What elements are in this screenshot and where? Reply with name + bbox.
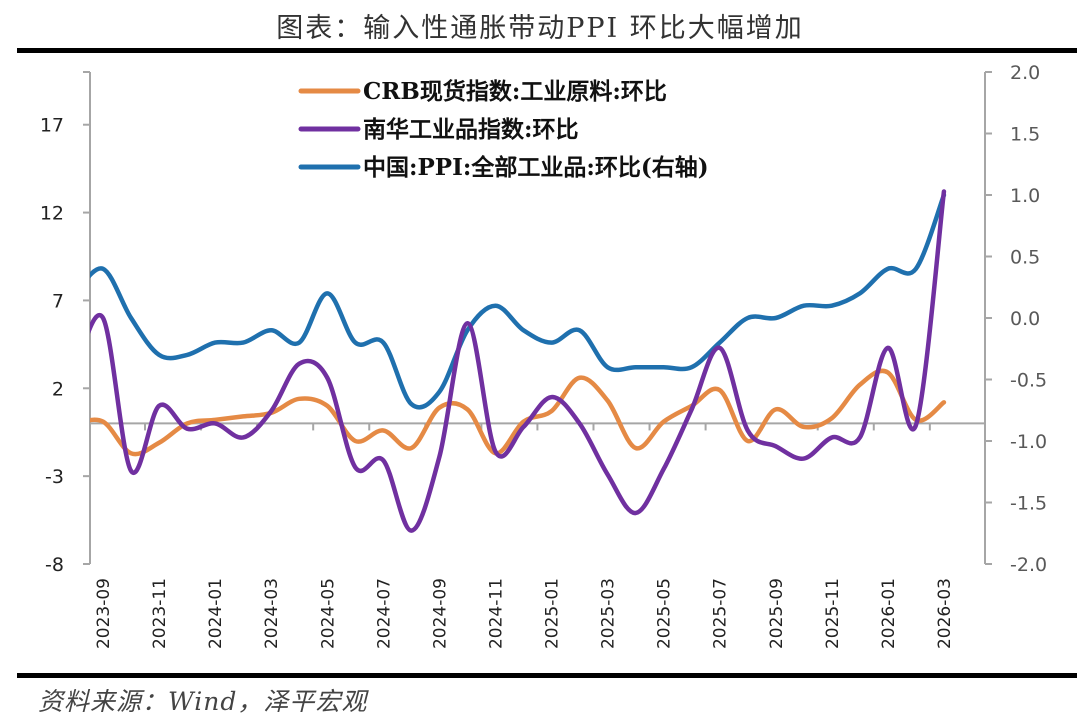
left-axis-tick-label: 7 <box>52 290 64 312</box>
x-axis-tick-label: 2025-03 <box>599 578 619 649</box>
series-line-ppi <box>90 192 947 410</box>
left-axis-tick-label: -3 <box>45 466 64 488</box>
right-axis-tick-label: -2.0 <box>1010 554 1047 576</box>
x-axis-tick-label: 2024-09 <box>430 578 450 649</box>
x-axis-tick-label: 2024-11 <box>486 578 506 649</box>
right-axis-tick-label: 0.5 <box>1010 247 1040 269</box>
x-axis-tick-label: 2024-07 <box>374 578 394 649</box>
left-axis-tick-label: 12 <box>40 203 64 225</box>
right-axis-tick-label: -0.5 <box>1010 370 1047 392</box>
x-axis-tick-label: 2025-07 <box>711 578 731 649</box>
right-axis-tick-label: 2.0 <box>1010 62 1040 84</box>
x-axis-tick-label: 2025-01 <box>543 578 563 649</box>
right-axis-tick-label: -1.0 <box>1010 431 1047 453</box>
x-axis-tick-label: 2026-03 <box>935 578 955 649</box>
x-axis-tick-label: 2025-11 <box>823 578 843 649</box>
line-chart: 17 12 7 2 -3 -8 2.0 1.5 1.0 0.5 0.0 -0.5 -1.0 -1.5 -2.… <box>40 62 1047 649</box>
series-lines <box>90 189 947 533</box>
right-axis-tick-label: 1.5 <box>1010 124 1040 146</box>
left-axis-tick-label: -8 <box>45 554 64 576</box>
x-axis-tick-label: 2024-01 <box>206 578 226 649</box>
x-axis-tick-label: 2025-05 <box>655 578 675 649</box>
x-axis-tick-label: 2026-01 <box>879 578 899 649</box>
legend-label-ppi: 中国:PPI:全部工业品:环比(右轴) <box>363 154 709 181</box>
legend: CRB现货指数:工业原料:环比 南华工业品指数:环比 中国:PPI:全部工业品:… <box>298 78 709 181</box>
x-axis-tick-label: 2023-11 <box>150 578 170 649</box>
axes: 17 12 7 2 -3 -8 2.0 1.5 1.0 0.5 0.0 -0.5 -1.0 -1.5 -2.… <box>40 62 1047 649</box>
series-line-nanhua <box>90 189 947 533</box>
right-axis-tick-label: 0.0 <box>1010 308 1040 330</box>
left-axis-tick-label: 17 <box>40 115 64 137</box>
right-axis-tick-label: 1.0 <box>1010 185 1040 207</box>
x-axis-tick-label: 2024-03 <box>262 578 282 649</box>
right-axis-tick-label: -1.5 <box>1010 493 1047 515</box>
left-axis-tick-label: 2 <box>52 378 64 400</box>
top-rule <box>17 48 1077 53</box>
chart-title: 图表：输入性通胀带动PPI 环比大幅增加 <box>276 13 804 44</box>
legend-label-crb: CRB现货指数:工业原料:环比 <box>363 78 667 105</box>
series-line-crb <box>90 368 947 457</box>
x-axis-tick-label: 2024-05 <box>318 578 338 649</box>
source-note: 资料来源：Wind，泽平宏观 <box>38 687 368 716</box>
x-axis-tick-label: 2023-09 <box>94 578 114 649</box>
legend-label-nanhua: 南华工业品指数:环比 <box>363 116 579 143</box>
bottom-rule <box>17 673 1077 678</box>
x-axis-tick-label: 2025-09 <box>767 578 787 649</box>
